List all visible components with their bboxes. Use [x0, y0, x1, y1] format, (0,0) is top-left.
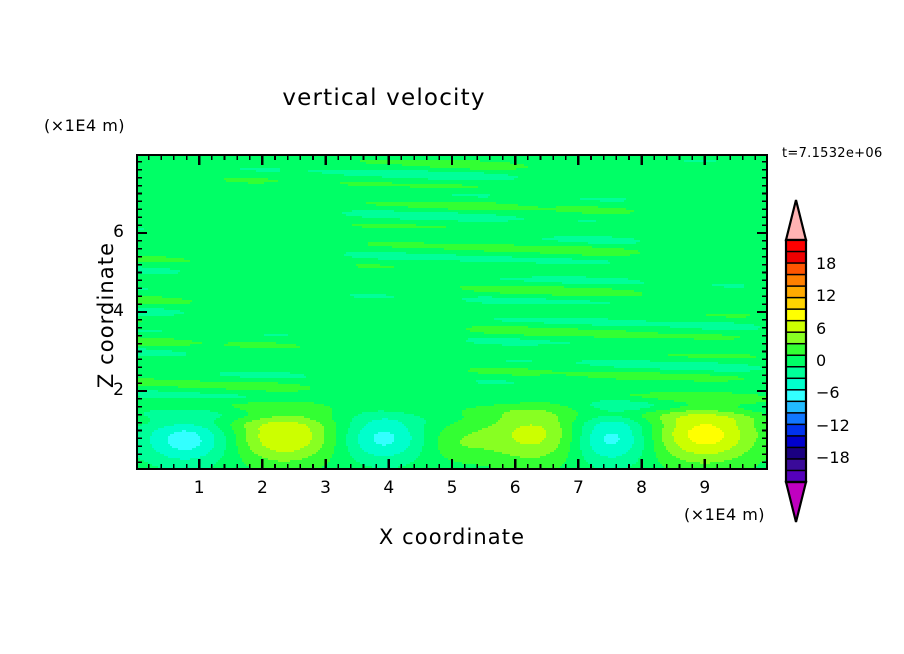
x-tick-label: 2: [256, 478, 268, 498]
timestamp-annotation: t=7.1532e+06: [782, 146, 883, 161]
colorbar-tick-label: −12: [816, 415, 850, 435]
colorbar-tick-label: 18: [816, 254, 837, 274]
colorbar-tick-label: 0: [816, 351, 827, 370]
contour-plot-area: [136, 154, 768, 470]
x-axis-unit-label: (×1E4 m): [684, 505, 766, 524]
colorbar-tick-label: 6: [816, 318, 827, 338]
contour-field: [136, 154, 768, 470]
colorbar-tick-label: −18: [816, 447, 850, 467]
y-tick-label: 4: [113, 301, 124, 321]
x-tick-label: 6: [509, 478, 521, 498]
y-tick-label: 2: [113, 380, 124, 400]
x-tick-label: 4: [383, 478, 395, 498]
x-tick-label: 5: [446, 478, 458, 498]
x-tick-label: 7: [572, 478, 584, 498]
colorbar-tick-label: 12: [816, 286, 837, 306]
x-axis-title: X coordinate: [378, 525, 526, 549]
y-tick-label: 6: [113, 222, 124, 242]
colorbar: [778, 198, 818, 524]
x-tick-label: 9: [699, 478, 711, 498]
x-tick-label: 1: [193, 478, 205, 498]
x-tick-label: 8: [636, 478, 647, 498]
colorbar-gradient: [784, 199, 808, 523]
y-axis-unit-label: (×1E4 m): [44, 116, 126, 135]
x-tick-label: 3: [320, 478, 331, 498]
chart-title: vertical velocity: [282, 85, 486, 111]
colorbar-tick-label: −6: [816, 383, 840, 403]
